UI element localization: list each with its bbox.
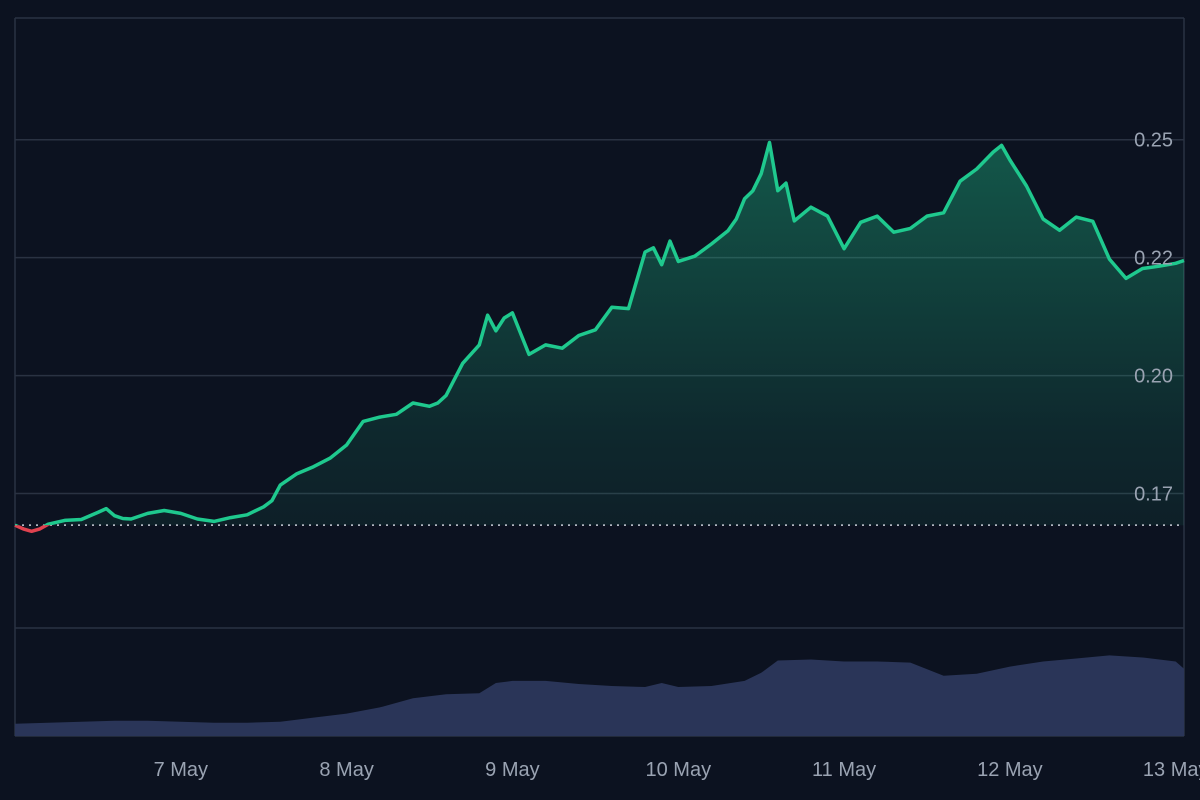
price-line-up xyxy=(14,140,1185,526)
x-tick-label: 11 May xyxy=(812,759,876,781)
x-tick-label: 9 May xyxy=(485,759,539,781)
x-tick-label: 12 May xyxy=(977,759,1043,781)
x-tick-label: 13 May xyxy=(1143,759,1200,781)
volume-layer xyxy=(15,655,1184,736)
y-axis: 0.25 0.22 0.20 0.17 xyxy=(1134,130,1173,506)
x-tick-label: 8 May xyxy=(319,759,373,781)
x-tick-label: 10 May xyxy=(646,759,712,781)
y-tick-label: 0.25 xyxy=(1134,130,1173,152)
price-area xyxy=(15,142,1184,526)
line-layer xyxy=(14,140,1185,534)
y-tick-label: 0.20 xyxy=(1134,366,1173,388)
area-layer xyxy=(15,142,1184,526)
x-axis: 7 May 8 May 9 May 10 May 11 May 12 May 13 May xyxy=(154,759,1200,781)
y-tick-label: 0.17 xyxy=(1134,484,1173,506)
x-tick-label: 7 May xyxy=(154,759,208,781)
y-tick-label: 0.22 xyxy=(1134,248,1173,270)
volume-bars xyxy=(15,655,1184,736)
